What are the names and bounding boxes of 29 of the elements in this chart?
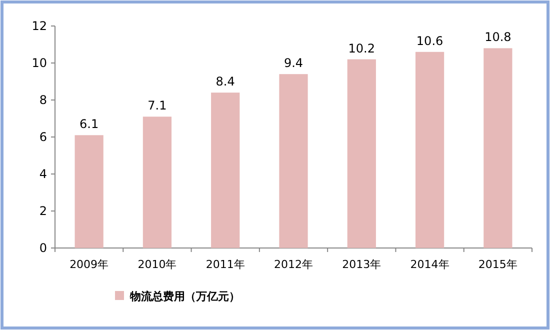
x-tick-label: 2013年 — [342, 258, 382, 271]
bar — [142, 116, 172, 248]
data-label: 8.4 — [216, 74, 235, 89]
y-tick-label: 2 — [39, 204, 47, 218]
x-tick-label: 2015年 — [478, 258, 518, 271]
bar — [415, 52, 444, 248]
bar — [211, 92, 240, 248]
y-tick-label: 10 — [32, 56, 47, 70]
y-tick-label: 12 — [32, 19, 47, 33]
bar — [347, 59, 376, 248]
x-tick-label: 2014年 — [410, 258, 450, 271]
x-tick-label: 2009年 — [70, 258, 109, 271]
legend-label: 物流总费用（万亿元） — [129, 290, 240, 303]
data-label: 6.1 — [80, 117, 99, 132]
data-label: 7.1 — [148, 98, 167, 113]
y-tick-label: 8 — [39, 93, 47, 107]
x-tick-label: 2010年 — [138, 258, 177, 271]
data-label: 10.6 — [416, 34, 444, 48]
bar — [74, 135, 104, 248]
y-tick-label: 4 — [39, 167, 47, 181]
x-tick-label: 2011年 — [206, 258, 245, 271]
bar — [279, 74, 308, 248]
data-label: 10.8 — [484, 30, 512, 44]
y-tick-label: 6 — [39, 130, 47, 144]
data-label: 9.4 — [284, 56, 304, 70]
data-label: 10.2 — [348, 41, 375, 56]
bar — [484, 48, 512, 248]
y-tick-label: 0 — [39, 241, 47, 255]
x-tick-label: 2012年 — [274, 258, 313, 271]
